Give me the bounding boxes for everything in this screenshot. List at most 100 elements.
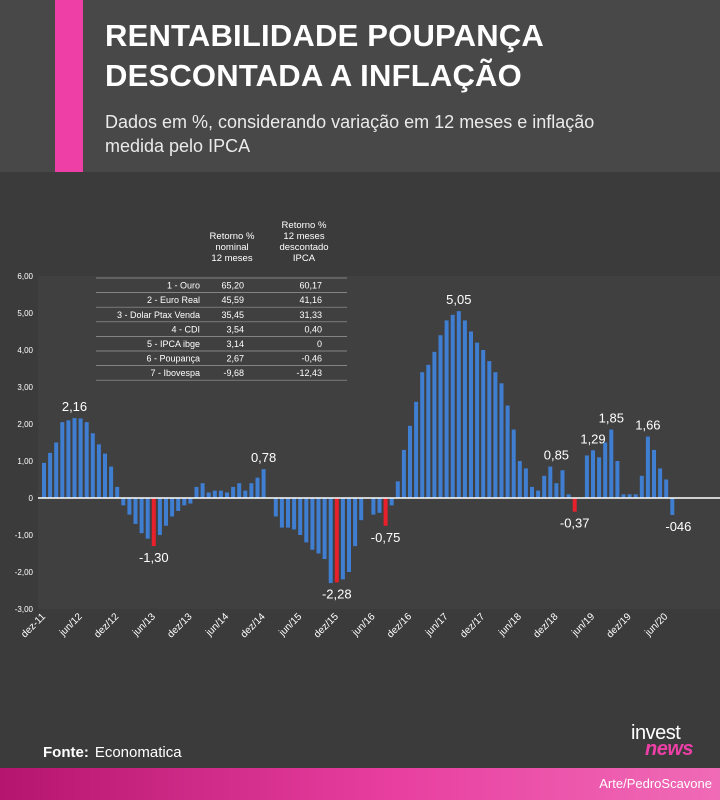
x-tick-label: dez/19 xyxy=(605,611,634,640)
value-annotation: -046 xyxy=(665,519,691,534)
bar xyxy=(151,498,156,547)
bar xyxy=(139,498,144,534)
bar xyxy=(487,361,492,498)
bar xyxy=(54,442,59,498)
bar xyxy=(164,498,168,526)
y-tick-label: 5,00 xyxy=(17,309,33,318)
bar xyxy=(231,486,236,498)
bar xyxy=(517,461,522,498)
bar xyxy=(212,490,217,498)
table-header-real: 12 meses xyxy=(283,231,324,242)
footer-bar: Arte/PedroScavone xyxy=(0,768,720,800)
bar xyxy=(157,498,162,535)
bar xyxy=(292,498,297,530)
bar xyxy=(566,494,571,498)
y-tick-label: 4,00 xyxy=(17,346,33,355)
y-tick-label: -3,00 xyxy=(15,605,34,614)
bar xyxy=(103,453,107,498)
y-tick-label: 3,00 xyxy=(17,383,33,392)
y-tick-label: 1,00 xyxy=(17,457,33,466)
source-label: Fonte: xyxy=(43,744,89,761)
table-row-nominal: 3,54 xyxy=(226,324,244,334)
bar xyxy=(426,364,431,498)
bar xyxy=(444,320,449,498)
y-tick-label: 0 xyxy=(29,494,34,503)
table-row-nominal: 35,45 xyxy=(221,310,244,320)
y-tick-label: -1,00 xyxy=(15,531,34,540)
bar xyxy=(225,492,229,498)
table-row-real: -12,43 xyxy=(296,368,322,378)
bar xyxy=(96,444,101,498)
x-tick-label: dez/15 xyxy=(312,611,341,640)
table-row-real: 0,40 xyxy=(304,324,322,334)
value-annotation: 0,78 xyxy=(251,450,276,465)
x-tick-label: jun/15 xyxy=(277,611,305,639)
bar xyxy=(530,486,534,498)
bar xyxy=(115,486,120,498)
value-annotation: 2,16 xyxy=(62,399,87,414)
table-header-real: descontado xyxy=(279,242,328,253)
bar xyxy=(481,350,486,498)
bar xyxy=(133,498,138,524)
table-row-nominal: 65,20 xyxy=(221,281,244,291)
bar xyxy=(304,498,309,543)
bar xyxy=(383,498,388,526)
bar xyxy=(493,372,498,498)
bar xyxy=(170,498,175,517)
bar xyxy=(627,494,632,498)
value-annotation: 0,85 xyxy=(544,448,569,463)
value-annotation: -0,75 xyxy=(371,530,401,545)
x-tick-label: dez/18 xyxy=(532,611,561,640)
bar xyxy=(450,314,455,498)
x-tick-label: jun/12 xyxy=(57,611,85,639)
bar xyxy=(353,498,358,547)
table-header-nominal: nominal xyxy=(215,242,248,253)
x-tick-label: jun/18 xyxy=(496,611,524,639)
bar xyxy=(206,492,211,498)
table-row-real: 31,33 xyxy=(299,310,322,320)
bar xyxy=(670,498,675,516)
table-row-real: 41,16 xyxy=(299,295,322,305)
credit-text: Arte/PedroScavone xyxy=(599,776,712,791)
x-tick-label: dez/13 xyxy=(166,611,195,640)
bar xyxy=(505,405,510,498)
bar-chart: 6,00 5,00 4,00 3,00 2,00 1,00 0 -1,00 -2,00 -3,00… xyxy=(15,220,720,640)
bar xyxy=(90,433,95,498)
table-row-label: 2 - Euro Real xyxy=(147,295,200,305)
bar xyxy=(347,498,351,572)
bar xyxy=(475,342,480,498)
bar xyxy=(42,462,46,498)
x-tick-label: jun/17 xyxy=(423,611,451,639)
bar xyxy=(652,449,656,498)
bar xyxy=(237,483,242,498)
bar xyxy=(48,452,53,498)
bar xyxy=(243,490,248,498)
bar xyxy=(84,422,89,498)
bar xyxy=(511,429,516,498)
bar xyxy=(548,466,553,498)
table-row-label: 7 - Ibovespa xyxy=(150,368,200,378)
bar xyxy=(200,483,205,498)
value-annotation: 1,29 xyxy=(580,431,605,446)
bar xyxy=(560,470,565,498)
bar xyxy=(432,351,437,498)
table-header-real: Retorno % xyxy=(282,220,327,231)
bar xyxy=(609,429,614,498)
table-header-real: IPCA xyxy=(293,253,316,264)
table-row-label: 3 - Dolar Ptax Venda xyxy=(117,310,200,320)
bar xyxy=(359,498,364,521)
y-tick-label: 2,00 xyxy=(17,420,33,429)
table-header-nominal: 12 meses xyxy=(211,253,252,264)
bar xyxy=(322,498,327,560)
value-annotation: -2,28 xyxy=(322,586,352,601)
header-panel: RENTABILIDADE POUPANÇA DESCONTADA A INFL… xyxy=(0,0,720,172)
bar xyxy=(273,498,278,517)
subtitle-line-1: Dados em %, considerando variação em 12 … xyxy=(105,112,595,132)
bar xyxy=(145,498,150,539)
table-row-real: -0,46 xyxy=(301,354,322,364)
page-title: RENTABILIDADE POUPANÇA DESCONTADA A INFL… xyxy=(105,16,705,96)
bar xyxy=(121,498,126,506)
bar xyxy=(334,498,339,583)
bar xyxy=(72,418,77,498)
